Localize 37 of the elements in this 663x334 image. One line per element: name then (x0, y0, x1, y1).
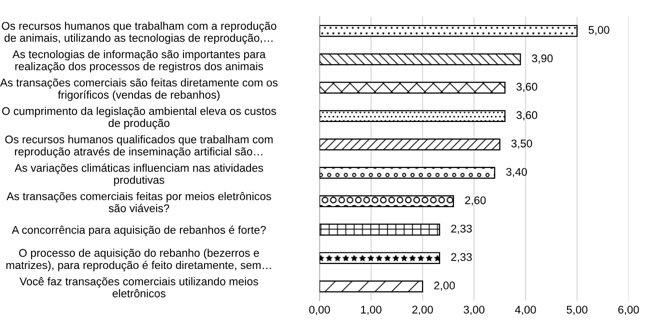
x-tick-label: 2,00 (412, 306, 433, 315)
y-tick-label: As tecnologias de informação são importantes para realização dos processos de registros dos animais (12, 50, 266, 72)
data-label: 3,60 (516, 111, 538, 120)
data-label: 2,33 (451, 224, 472, 234)
y-tick-label: A concorrência para aquisição de rebanhos é forte? (12, 226, 266, 236)
bar (320, 24, 578, 37)
x-tick-label: 1,00 (361, 306, 382, 315)
x-tick-label: 5,00 (566, 306, 588, 315)
y-tick-label: As variações climáticas influenciam nas atividades produtivas (14, 164, 264, 186)
y-tick-label: Os recursos humanos que trabalham com a reprodução de animais, utilizando as tecnologias de reprodução,… (2, 22, 276, 44)
bar (320, 53, 521, 66)
data-label: 2,00 (434, 282, 455, 291)
bar (320, 224, 440, 236)
y-tick-label: O processo de aquisição do rebanho (bezerros e matrizes), para reprodução é feito diretamente, sem… (6, 248, 271, 272)
y-tick-label: Você faz transações comerciais utilizando meios eletrônicos (20, 277, 258, 298)
bar (320, 195, 454, 208)
y-tick-label: O cumprimento da legislação ambiental eleva os custos de produção (2, 106, 276, 130)
bar (320, 110, 506, 122)
bar (320, 252, 440, 264)
data-label: 3,40 (506, 168, 527, 178)
data-label: 2,60 (465, 196, 486, 206)
x-tick-label: 4,00 (514, 306, 536, 315)
data-label: 3,50 (511, 140, 532, 149)
y-tick-label: Os recursos humanos qualificados que trabalham com reprodução através de inseminação artificial são… (5, 135, 273, 158)
y-tick-label: As transações comerciais feitas por meios eletrônicos são viáveis? (6, 192, 272, 212)
bar (320, 166, 496, 179)
bar (320, 82, 506, 94)
x-tick-label: 0,00 (309, 306, 330, 315)
y-tick-label: As transações comerciais são feitas diretamente com os frigoríficos (vendas de rebanhos) (0, 78, 278, 101)
data-label: 3,90 (532, 54, 553, 64)
data-label: 5,00 (588, 26, 610, 36)
data-label: 3,60 (516, 82, 538, 92)
x-tick-label: 6,00 (618, 306, 639, 315)
bar (320, 138, 500, 150)
data-label: 2,33 (451, 253, 472, 262)
x-tick-label: 3,00 (464, 306, 484, 315)
bar (320, 280, 424, 292)
